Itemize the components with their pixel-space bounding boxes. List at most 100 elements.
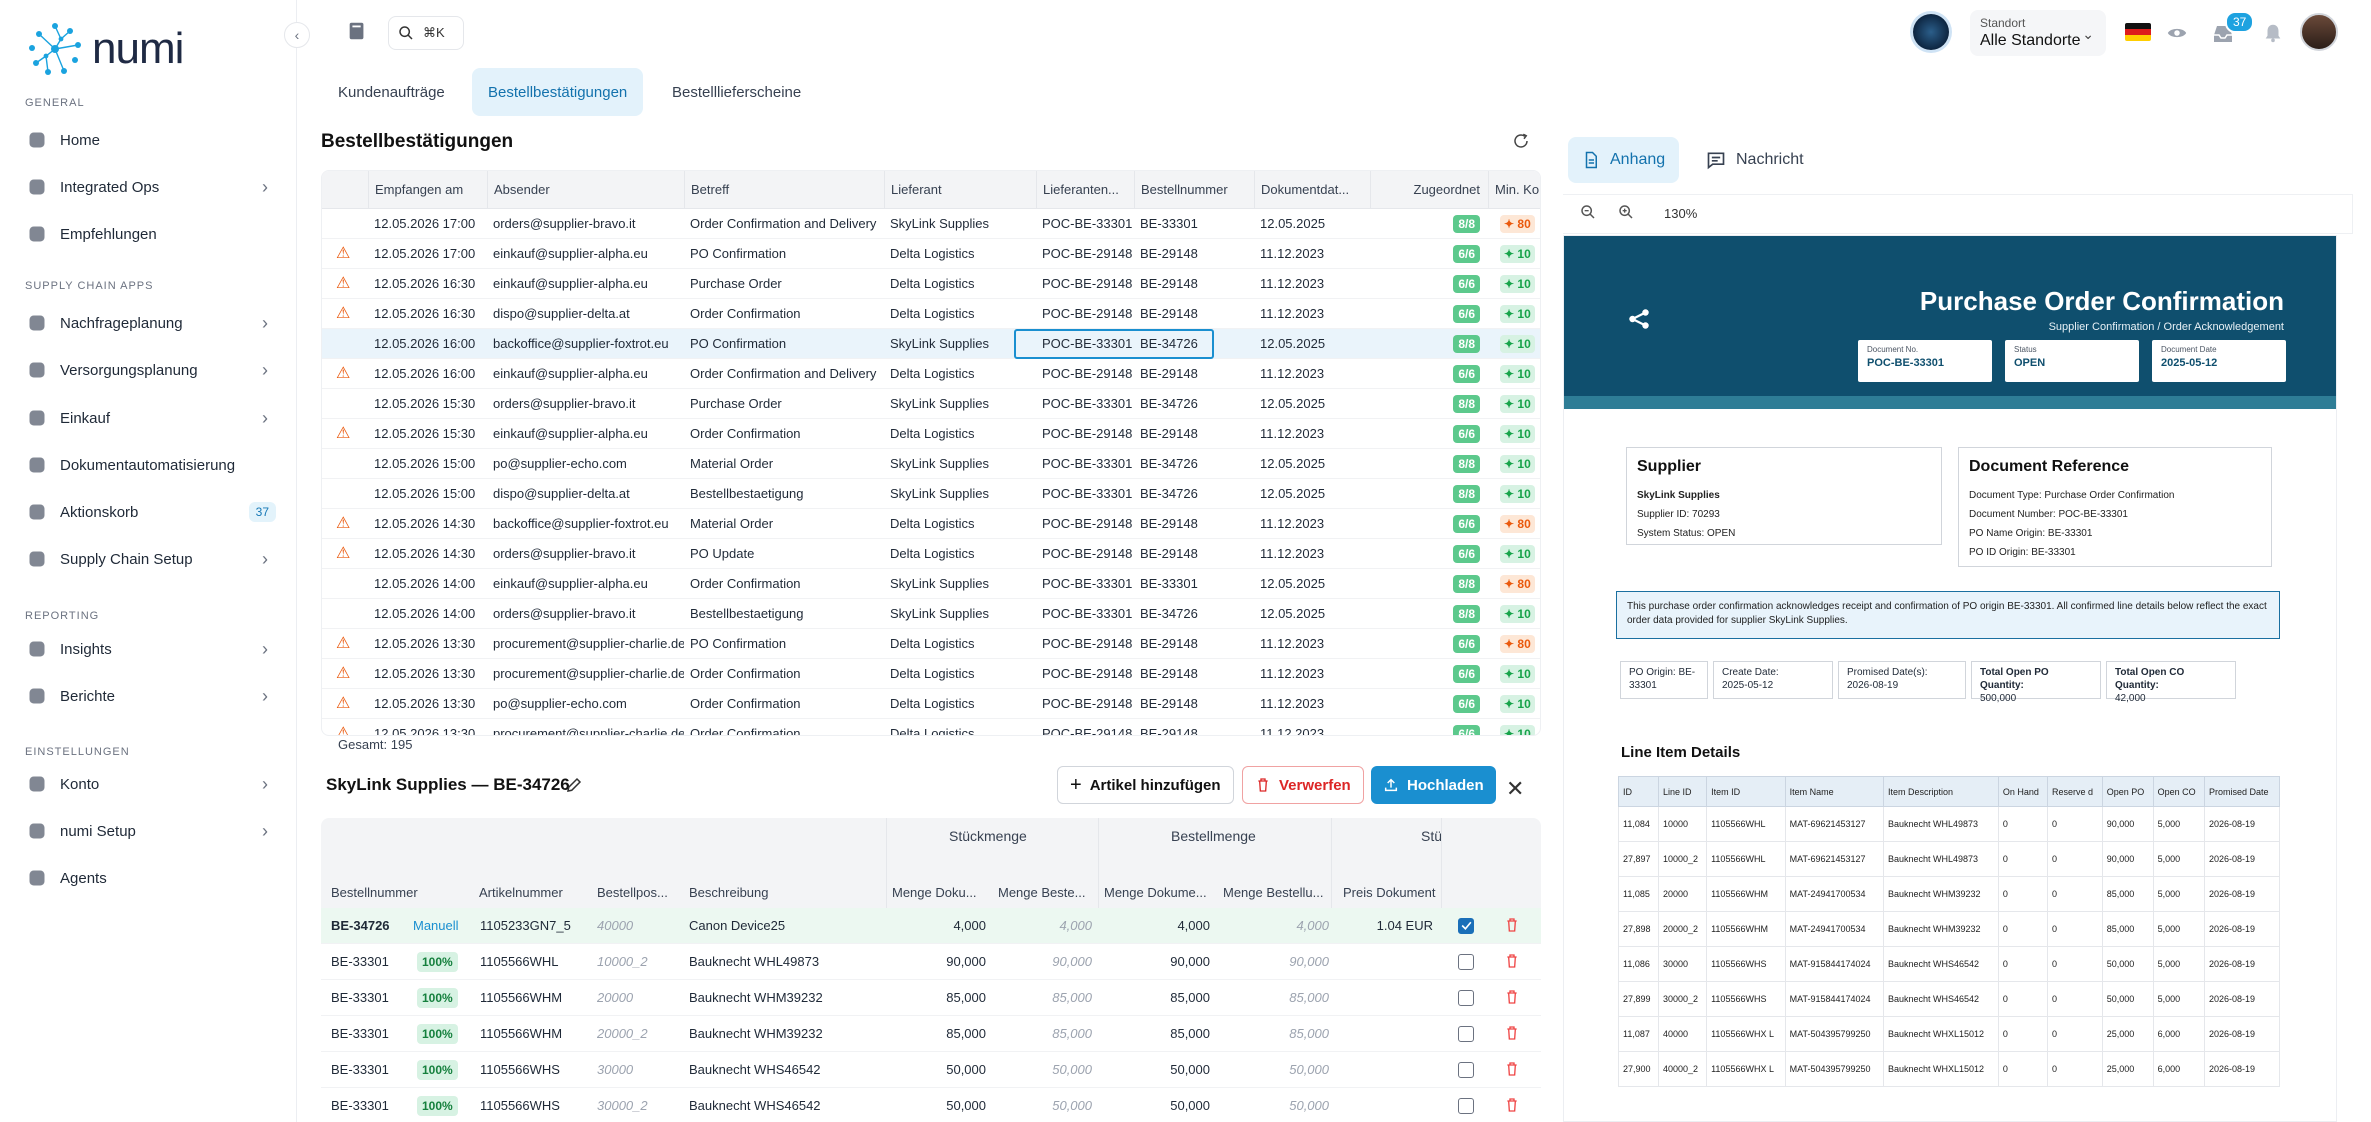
column-header-qty-po[interactable]: Menge Beste...: [998, 885, 1086, 900]
row-checkbox[interactable]: [1458, 1026, 1474, 1042]
collapse-sidebar-button[interactable]: ‹: [284, 22, 310, 48]
location-selector[interactable]: Standort Alle Standorte ⌄: [1970, 10, 2106, 56]
line-item-row[interactable]: BE-34726 Manuell 1105233GN7_5 40000 Canon De…: [321, 908, 1541, 944]
sidebar-item-berichte[interactable]: Berichte ›: [12, 676, 284, 716]
column-header-qty-doc-2[interactable]: Menge Dokume...: [1104, 885, 1207, 900]
table-row[interactable]: ⚠ 12.05.2026 14:30 orders@supplier-bravo.i…: [322, 539, 1540, 569]
column-header-assigned[interactable]: Zugeordnet: [1370, 171, 1488, 209]
user-avatar[interactable]: [2300, 13, 2338, 51]
reject-button[interactable]: Verwerfen: [1242, 766, 1364, 804]
eye-icon[interactable]: [2166, 22, 2188, 44]
add-item-button[interactable]: + Artikel hinzufügen: [1057, 766, 1234, 804]
table-row[interactable]: ⚠ 12.05.2026 13:30 procurement@supplier-ch…: [322, 659, 1540, 689]
table-row[interactable]: 12.05.2026 14:00 orders@supplier-bravo.it…: [322, 599, 1540, 629]
sidebar-item-supply-chain-setup[interactable]: Supply Chain Setup ›: [12, 539, 284, 579]
delete-row-icon[interactable]: [1504, 1025, 1522, 1043]
search-button[interactable]: ⌘K: [388, 16, 464, 50]
delete-row-icon[interactable]: [1504, 953, 1522, 971]
line-item-detail-cell: 1105566WHL: [1706, 806, 1786, 842]
row-checkbox[interactable]: [1458, 954, 1474, 970]
table-row[interactable]: 12.05.2026 17:00 orders@supplier-bravo.it…: [322, 209, 1540, 239]
column-header-article[interactable]: Artikelnummer: [479, 885, 563, 900]
column-header-supplier[interactable]: Lieferant: [884, 171, 1036, 209]
organization-avatar[interactable]: [1913, 14, 1949, 50]
column-header-subject[interactable]: Betreff: [684, 171, 884, 209]
delete-row-icon[interactable]: [1504, 1061, 1522, 1079]
column-header-qty-po-2[interactable]: Menge Bestellu...: [1223, 885, 1324, 900]
bell-icon[interactable]: [2262, 22, 2284, 44]
sidebar-item-aktionskorb[interactable]: Aktionskorb 37: [12, 492, 284, 532]
delete-row-icon[interactable]: [1504, 917, 1522, 935]
column-header-description[interactable]: Beschreibung: [689, 885, 769, 900]
pencil-icon[interactable]: [565, 776, 583, 794]
sidebar-item-dokumentautomatisierung[interactable]: Dokumentautomatisierung: [12, 445, 284, 485]
line-item-row[interactable]: BE-33301 100% 1105566WHS 30000_2 Bauknecht W…: [321, 1088, 1541, 1122]
sidebar-item-nachfrageplanung[interactable]: Nachfrageplanung ›: [12, 303, 284, 343]
line-item-row[interactable]: BE-33301 100% 1105566WHS 30000 Bauknecht WHS…: [321, 1052, 1541, 1088]
column-header-qty-doc[interactable]: Menge Doku...: [892, 885, 977, 900]
sidebar-item-agents[interactable]: Agents: [12, 858, 284, 898]
tab-bestelllieferscheine[interactable]: Bestelllieferscheine: [672, 83, 802, 101]
table-row[interactable]: 12.05.2026 16:00 backoffice@supplier-foxt…: [322, 329, 1540, 359]
row-checkbox[interactable]: [1458, 1098, 1474, 1114]
book-icon[interactable]: [346, 20, 368, 42]
refresh-icon[interactable]: [1512, 132, 1532, 152]
column-header-position[interactable]: Bestellpos...: [597, 885, 668, 900]
close-detail-icon[interactable]: ✕: [1506, 776, 1525, 801]
sidebar-item-integrated-ops[interactable]: Integrated Ops ›: [12, 167, 284, 207]
upload-button[interactable]: Hochladen: [1371, 766, 1496, 804]
table-row[interactable]: ⚠ 12.05.2026 16:30 dispo@supplier-delta.at…: [322, 299, 1540, 329]
column-header-sender[interactable]: Absender: [487, 171, 684, 209]
table-row[interactable]: 12.05.2026 14:00 einkauf@supplier-alpha.e…: [322, 569, 1540, 599]
table-row[interactable]: ⚠ 12.05.2026 13:30 po@supplier-echo.com Ord…: [322, 689, 1540, 719]
line-item-row[interactable]: BE-33301 100% 1105566WHM 20000_2 Bauknecht W…: [321, 1016, 1541, 1052]
line-item-row[interactable]: BE-33301 100% 1105566WHL 10000_2 Bauknecht W…: [321, 944, 1541, 980]
column-header-received[interactable]: Empfangen am: [368, 171, 487, 209]
sidebar-item-home[interactable]: Home: [12, 120, 284, 160]
table-row[interactable]: ⚠ 12.05.2026 14:30 backoffice@supplier-fox…: [322, 509, 1540, 539]
column-header-po-number[interactable]: Bestellnummer: [1134, 171, 1254, 209]
sidebar-item-numi-setup[interactable]: numi Setup ›: [12, 811, 284, 851]
delete-row-icon[interactable]: [1504, 989, 1522, 1007]
subject-cell: Order Confirmation: [690, 666, 801, 681]
sidebar-item-konto[interactable]: Konto ›: [12, 764, 284, 804]
column-header-doc-date[interactable]: Dokumentdat...: [1254, 171, 1370, 209]
table-row[interactable]: ⚠ 12.05.2026 13:30 procurement@supplier-ch…: [322, 719, 1540, 735]
sidebar-item-versorgungsplanung[interactable]: Versorgungsplanung ›: [12, 350, 284, 390]
zoom-in-icon[interactable]: [1618, 204, 1636, 222]
table-row[interactable]: 12.05.2026 15:00 po@supplier-echo.com Mate…: [322, 449, 1540, 479]
line-item-row[interactable]: BE-33301 100% 1105566WHM 20000 Bauknecht WHM…: [321, 980, 1541, 1016]
table-row[interactable]: ⚠ 12.05.2026 17:00 einkauf@supplier-alpha.…: [322, 239, 1540, 269]
table-row[interactable]: ⚠ 12.05.2026 16:30 einkauf@supplier-alpha.…: [322, 269, 1540, 299]
sidebar-item-einkauf[interactable]: Einkauf ›: [12, 398, 284, 438]
warning-icon: ⚠: [336, 275, 351, 292]
row-checkbox[interactable]: [1458, 990, 1474, 1006]
row-checkbox[interactable]: [1458, 1062, 1474, 1078]
row-checkbox[interactable]: [1458, 918, 1474, 934]
po-cell: BE-34726: [331, 918, 390, 933]
tab-kundenauftraege[interactable]: Kundenaufträge: [338, 83, 445, 101]
table-row[interactable]: 12.05.2026 15:30 orders@supplier-bravo.it…: [322, 389, 1540, 419]
line-item-detail-row: 27,897 10000_2 1105566WHL MAT-69621453127 Ba…: [1618, 841, 2281, 877]
tab-bestellbestaetigungen[interactable]: Bestellbestätigungen: [472, 68, 644, 116]
delete-row-icon[interactable]: [1504, 1097, 1522, 1115]
column-header-po[interactable]: Bestellnummer: [331, 885, 418, 900]
tab-attachment[interactable]: Anhang: [1568, 137, 1680, 183]
column-header-min-confidence[interactable]: Min. Kon: [1488, 171, 1540, 209]
table-row[interactable]: ⚠ 12.05.2026 16:00 einkauf@supplier-alpha.…: [322, 359, 1540, 389]
tab-message[interactable]: Nachricht: [1692, 137, 1818, 183]
sidebar-item-empfehlungen[interactable]: Empfehlungen: [12, 214, 284, 254]
column-header-price-doc[interactable]: Preis Dokument: [1343, 885, 1436, 900]
table-row[interactable]: 12.05.2026 15:00 dispo@supplier-delta.at B…: [322, 479, 1540, 509]
numi-logo[interactable]: numi: [26, 20, 184, 78]
column-header-supplier-ref[interactable]: Lieferanten...: [1036, 171, 1134, 209]
confidence-value: 10: [1517, 487, 1531, 501]
table-row[interactable]: ⚠ 12.05.2026 13:30 procurement@supplier-ch…: [322, 629, 1540, 659]
german-flag-icon[interactable]: [2125, 23, 2151, 41]
table-row[interactable]: ⚠ 12.05.2026 15:30 einkauf@supplier-alpha.…: [322, 419, 1540, 449]
sidebar-item-insights[interactable]: Insights ›: [12, 629, 284, 669]
total-count: Gesamt: 195: [338, 737, 413, 752]
sparkle-icon: ✦: [1504, 427, 1518, 441]
assigned-badge: 6/6: [1453, 725, 1480, 735]
zoom-out-icon[interactable]: [1580, 204, 1598, 222]
